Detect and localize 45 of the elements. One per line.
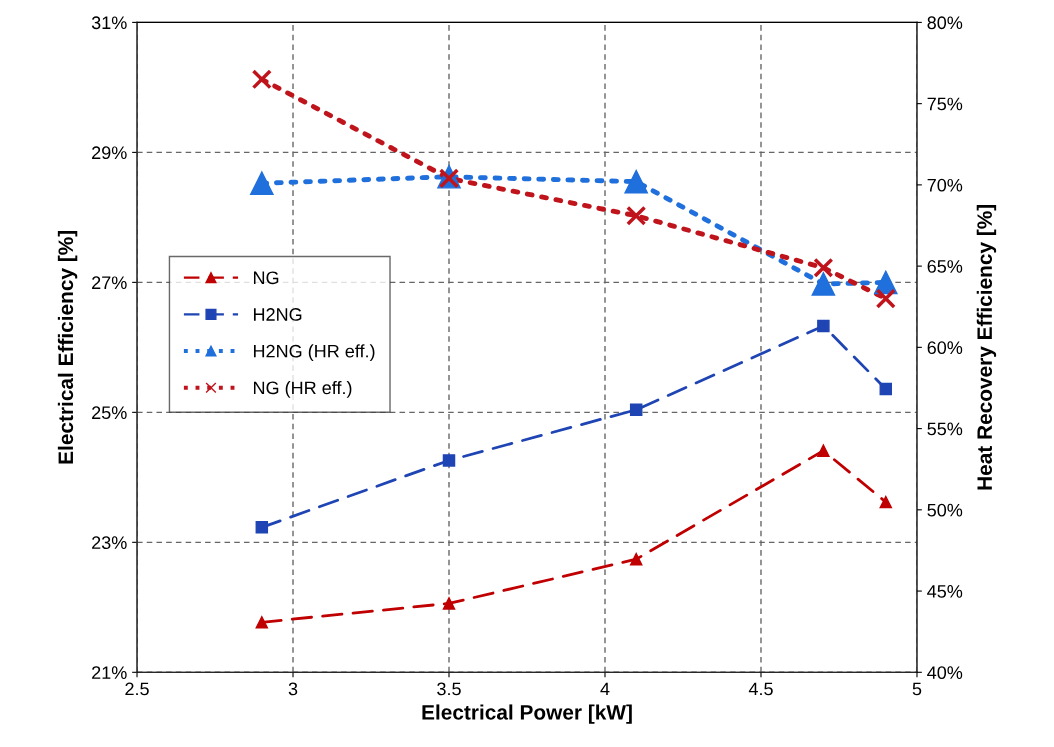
y2-tick-label: 70% — [927, 178, 963, 192]
y-tick-label: 25% — [92, 406, 127, 420]
legend-label: NG — [253, 271, 279, 285]
y-tick-label: 29% — [92, 146, 127, 160]
point — [251, 69, 272, 90]
y2-tick-label: 75% — [927, 97, 963, 111]
x-tick-label: 5 — [912, 682, 922, 696]
y2-tick-label: 65% — [927, 260, 963, 273]
point — [255, 616, 269, 629]
y2-tick-label: 80% — [927, 16, 963, 30]
point — [817, 444, 830, 457]
y2-tick-label: 40% — [927, 666, 963, 680]
point — [626, 205, 647, 226]
x-tick-label: 2.5 — [125, 682, 149, 696]
x-tick-label: 4.5 — [748, 682, 773, 696]
point — [629, 403, 643, 416]
point — [879, 382, 893, 396]
y2-tick-label: 45% — [927, 585, 963, 598]
legend-label: H2NG (HR eff.) — [253, 344, 375, 362]
x-tick-label: 3 — [288, 682, 298, 696]
point — [442, 597, 456, 610]
y2-tick-label: 55% — [927, 422, 963, 436]
y2-axis-title: Heat Recovery Efficiency [%] — [976, 204, 997, 490]
y-tick-label: 23% — [92, 536, 127, 550]
x-tick-label: 4 — [600, 682, 610, 696]
point — [442, 454, 456, 467]
y2-tick-label: 60% — [927, 341, 963, 355]
x-axis-title: Electrical Power [kW] — [422, 704, 632, 724]
x-tick-label: 3.5 — [437, 682, 461, 696]
point — [250, 171, 274, 196]
point — [629, 552, 643, 566]
point — [879, 495, 893, 509]
legend-label: H2NG — [253, 308, 302, 321]
point — [813, 257, 834, 278]
legend-label: NG (HR eff.) — [253, 380, 352, 398]
point — [624, 169, 649, 194]
point — [875, 288, 896, 309]
y-tick-label: 21% — [92, 666, 127, 679]
y2-tick-label: 50% — [927, 503, 963, 517]
y-tick-label: 31% — [91, 16, 127, 30]
point — [255, 521, 269, 534]
y-axis-title: Electrical Efficiency [%] — [57, 230, 78, 464]
point — [811, 272, 836, 296]
y-tick-label: 27% — [92, 276, 127, 290]
point — [817, 319, 830, 333]
